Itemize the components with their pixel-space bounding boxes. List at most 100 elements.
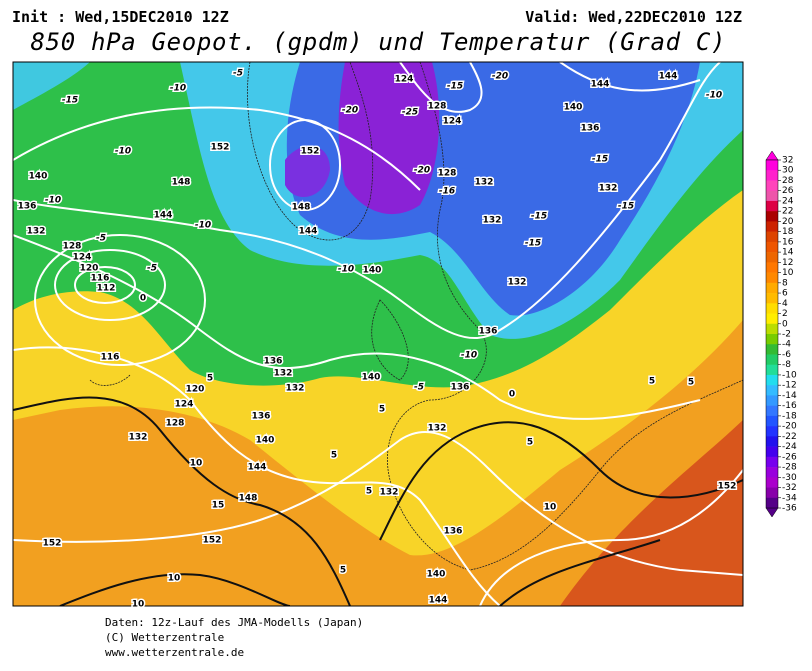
coastline [89, 374, 131, 386]
contour-label: -5 [96, 234, 106, 244]
contour-label: 132 [475, 178, 494, 188]
legend-tick-label: 20 [782, 217, 794, 227]
contour-label: 136 [581, 124, 600, 134]
contour-label: 5 [688, 378, 694, 388]
legend-swatch [766, 334, 778, 345]
legend-swatch [766, 456, 778, 468]
contour-label: 144 [659, 72, 678, 82]
contour-label: 0 [509, 390, 515, 400]
contour-label: 148 [172, 178, 191, 188]
contour-label: 124 [395, 75, 414, 85]
map-title: 850 hPa Geopot. (gpdm) und Temperatur (G… [31, 28, 726, 56]
legend-swatch [766, 262, 778, 273]
legend-tick-label: -32 [782, 483, 797, 493]
isohypse [399, 62, 483, 113]
contour-label: 144 [248, 463, 267, 473]
isohypse [54, 249, 166, 321]
legend-tick-label: -10 [782, 370, 797, 380]
legend-tick-label: 10 [782, 268, 794, 278]
contour-label: 128 [166, 419, 185, 429]
legend-swatch [766, 252, 778, 263]
legend-swatch [766, 385, 778, 396]
contour-label: 112 [97, 284, 116, 294]
legend-swatch [766, 231, 778, 243]
contour-label: 132 [599, 184, 618, 194]
isohypse [559, 62, 701, 92]
contour-label: 128 [438, 169, 457, 179]
legend-tick-label: 12 [782, 258, 793, 268]
map-field [13, 62, 743, 606]
legend-swatch [766, 241, 778, 253]
legend-swatch [766, 467, 778, 478]
legend-swatch [766, 221, 778, 232]
legend-tick-label: -2 [782, 330, 791, 340]
contour-label: 132 [508, 278, 527, 288]
contour-label: 140 [363, 266, 382, 276]
contour-label: 136 [444, 527, 463, 537]
isohypse [74, 266, 136, 304]
contour-label: 124 [175, 400, 194, 410]
legend-swatch [766, 374, 778, 386]
hot-region [560, 420, 743, 606]
legend-swatch [766, 190, 778, 202]
legend-swatch [766, 323, 778, 335]
contour-label: -20 [492, 72, 508, 82]
contour-label: -15 [592, 155, 608, 165]
contour-label: -15 [531, 212, 547, 222]
legend-swatch [766, 303, 778, 314]
contour-label: -15 [62, 96, 78, 106]
contour-label: 124 [443, 117, 462, 127]
contour-label: 140 [29, 172, 48, 182]
legend-swatch [766, 282, 778, 294]
contour-label: 140 [564, 103, 583, 113]
legend-tick-label: -12 [782, 381, 797, 391]
legend-tick-label: -18 [782, 411, 797, 421]
legend-tick-label: 32 [782, 156, 793, 166]
contour-label: -15 [525, 239, 541, 249]
legend-swatch [766, 497, 778, 509]
legend-swatch [766, 293, 778, 304]
contour-label: -10 [338, 265, 354, 275]
legend-tick-label: -4 [782, 340, 791, 350]
legend-tick-label: -6 [782, 350, 791, 360]
legend-tick-label: 14 [782, 248, 794, 258]
legend-tick-label: 18 [782, 227, 794, 237]
legend-tick-label: 6 [782, 289, 788, 299]
legend-swatch [766, 477, 778, 488]
legend-swatch [766, 364, 778, 376]
legend-swatch [766, 211, 778, 222]
legend-swatch [766, 160, 778, 171]
frigid-core [338, 62, 440, 215]
isotherm [499, 539, 661, 606]
contour-label: 152 [43, 539, 62, 549]
contour-label: 132 [286, 384, 305, 394]
legend-tick-label: 0 [782, 319, 788, 329]
contour-label: -15 [447, 82, 463, 92]
legend-tick-label: -24 [782, 442, 797, 452]
isotherm [379, 421, 743, 541]
legend-swatch [766, 180, 778, 192]
legend-tick-label: 16 [782, 237, 794, 247]
contour-label: 5 [207, 374, 213, 384]
contour-label: 136 [252, 412, 271, 422]
legend-swatch [766, 487, 778, 499]
contour-label: 124 [73, 253, 92, 263]
frigid-core-west [285, 146, 330, 197]
legend-tick-label: -26 [782, 452, 797, 462]
contour-label: 152 [211, 143, 230, 153]
legend-swatch [766, 405, 778, 417]
legend-swatch [766, 170, 778, 181]
contour-label: 132 [380, 488, 399, 498]
contour-label: -10 [461, 351, 477, 361]
isotherm [13, 396, 351, 606]
contour-label: 116 [91, 274, 110, 284]
legend-tick-label: -28 [782, 463, 797, 473]
contour-label: 15 [212, 501, 225, 511]
contour-label: 5 [331, 451, 337, 461]
contour-label: 144 [429, 596, 448, 606]
contour-label: -5 [233, 69, 243, 79]
legend-tick-label: -20 [782, 422, 797, 432]
legend-swatch [766, 313, 778, 325]
contour-label: -15 [618, 202, 634, 212]
legend-swatch [766, 344, 778, 355]
